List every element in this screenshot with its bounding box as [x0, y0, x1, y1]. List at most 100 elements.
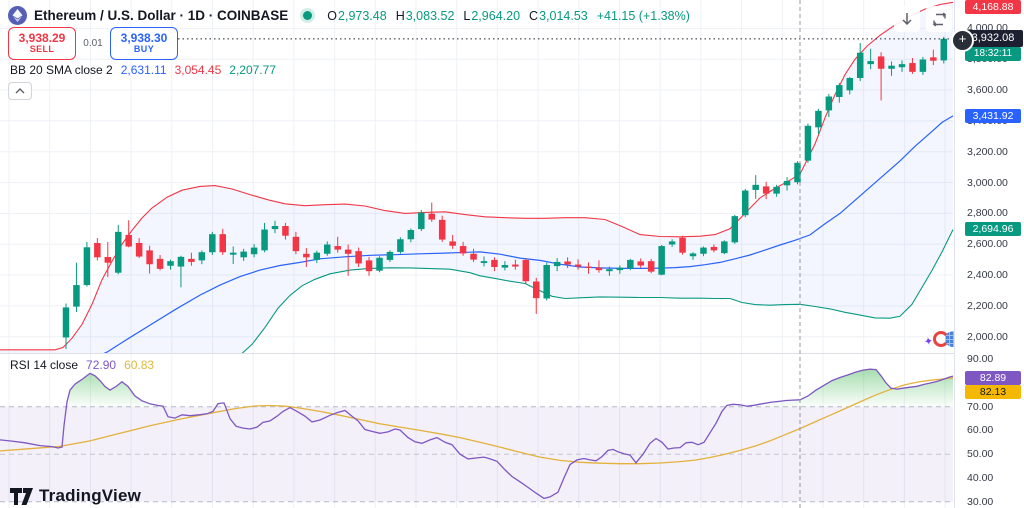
- candle: [229, 252, 237, 255]
- candle: [62, 307, 70, 338]
- rsi-tick-label: 90.00: [967, 353, 994, 366]
- scroll-to-latest-button[interactable]: [894, 6, 920, 32]
- candle: [355, 251, 362, 264]
- price-tick-label: 3,200.00: [967, 145, 1008, 158]
- bb-title: BB 20 SMA close 2: [10, 63, 113, 77]
- main-pane[interactable]: [0, 1, 954, 362]
- price-tick-label: 2,800.00: [967, 207, 1008, 220]
- candle: [574, 264, 582, 267]
- candle: [407, 230, 415, 240]
- candle: [188, 258, 195, 262]
- market-status-dot[interactable]: [303, 11, 313, 20]
- bb-upper-value: 3,054.45: [174, 63, 222, 77]
- arrow-down-icon: [902, 13, 912, 26]
- rsi-value: 72.90: [86, 358, 117, 372]
- candle: [710, 246, 718, 251]
- candle: [240, 251, 247, 258]
- rsi-tick-label: 50.00: [967, 448, 994, 461]
- candle: [438, 219, 446, 240]
- candle: [804, 125, 812, 161]
- price-scale[interactable]: 30.00 40.00 50.00 60.00 70.00 90.00 2,000.00 2,…: [951, 0, 1024, 508]
- symbol-legend[interactable]: Ethereum / U.S. Dollar · 1D · COINBASE O…: [8, 6, 690, 25]
- rsi-ma-value: 60.83: [124, 358, 155, 372]
- chevron-up-icon: [15, 88, 25, 94]
- candle: [344, 249, 352, 254]
- candle: [167, 261, 174, 266]
- candle: [533, 281, 540, 299]
- candle: [595, 267, 603, 271]
- candle: [658, 246, 665, 275]
- candle: [647, 261, 655, 272]
- high-value: 3,083.52: [405, 8, 455, 23]
- sell-button[interactable]: 3,938.29 SELL: [8, 27, 76, 60]
- reset-view-icon: [932, 11, 946, 27]
- price-tick-label: 3,000.00: [967, 176, 1008, 189]
- price-tick-label: 3,600.00: [967, 84, 1008, 97]
- candle: [282, 226, 289, 236]
- rsi-tick-label: 30.00: [967, 495, 994, 508]
- candle: [637, 261, 644, 266]
- bollinger-upper-line: [0, 1, 954, 351]
- candle: [679, 237, 686, 253]
- candle: [606, 269, 613, 272]
- candle: [794, 162, 801, 183]
- bb-indicator-legend[interactable]: BB 20 SMA close 2 2,631.11 3,054.45 2,20…: [10, 63, 276, 77]
- bollinger-fill: [0, 2, 953, 353]
- candle: [898, 64, 906, 68]
- buy-price: 3,938.30: [120, 31, 168, 46]
- tradingview-logo[interactable]: TradingView: [10, 486, 141, 506]
- rsi-pane[interactable]: [0, 368, 954, 503]
- bollinger-lower-line: [241, 229, 954, 353]
- add-order-plus-icon[interactable]: +: [951, 29, 974, 52]
- price-tick-label: 2,200.00: [967, 299, 1008, 312]
- price-tick-label: 2,600.00: [967, 238, 1008, 251]
- rsi-tick-label: 70.00: [967, 400, 994, 413]
- candle: [815, 110, 822, 128]
- buy-button[interactable]: 3,938.30 BUY: [110, 27, 178, 60]
- candle: [553, 261, 561, 267]
- tradingview-logo-icon: [10, 487, 33, 505]
- candle: [115, 231, 122, 273]
- bb-basis-value: 2,631.11: [120, 63, 167, 77]
- candle: [543, 265, 550, 299]
- candle: [501, 265, 509, 268]
- low-value: 2,964.20: [471, 8, 521, 23]
- reset-view-button[interactable]: [926, 6, 952, 32]
- candle: [135, 242, 143, 257]
- candle: [449, 241, 456, 246]
- candle: [104, 256, 112, 263]
- candle: [271, 226, 279, 230]
- candle: [742, 190, 749, 216]
- chart-nav-buttons: [894, 6, 952, 32]
- candle: [930, 57, 937, 61]
- sell-price: 3,938.29: [18, 31, 66, 46]
- open-value: 2,973.48: [338, 8, 387, 23]
- candle: [418, 212, 425, 230]
- countdown-label: 18:32:11: [965, 47, 1021, 61]
- rsi-indicator-legend[interactable]: RSI 14 close 72.90 60.83: [10, 358, 154, 372]
- candle: [73, 285, 80, 307]
- candle: [386, 251, 394, 260]
- candle: [365, 260, 373, 272]
- candle: [627, 259, 634, 269]
- candle: [689, 253, 697, 257]
- rsi-title: RSI 14 close: [10, 358, 79, 372]
- ohlc-values: O2,973.48 H3,083.52 L2,964.20 C3,014.53 …: [327, 8, 690, 23]
- candle: [846, 78, 853, 91]
- candle: [783, 180, 791, 186]
- candle: [867, 61, 874, 65]
- collapse-legend-button[interactable]: [8, 82, 32, 100]
- candle: [773, 186, 780, 194]
- close-value: 3,014.53: [539, 8, 588, 23]
- candle: [512, 264, 519, 267]
- candle: [292, 236, 300, 252]
- candle: [731, 216, 739, 243]
- candle: [261, 229, 268, 251]
- ethereum-icon: [8, 6, 27, 25]
- candle: [940, 38, 948, 61]
- rsi-line: [0, 368, 954, 500]
- candle: [250, 247, 258, 255]
- bollinger-basis-line: [103, 115, 954, 353]
- candle: [909, 63, 916, 72]
